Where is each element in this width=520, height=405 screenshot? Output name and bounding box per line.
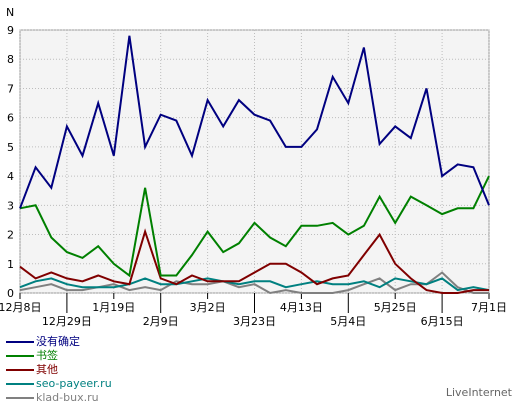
y-tick-label: 9 [7,24,14,37]
x-tick-label: 4月13日 [280,301,323,314]
legend-swatch [6,355,34,357]
x-tick-label: 3月2日 [190,301,226,314]
series-line [19,35,490,209]
x-tick-label: 6月15日 [421,315,464,328]
y-tick-label: 3 [7,199,14,212]
series-line [19,175,490,278]
legend-label: 书签 [36,349,58,362]
legend-swatch [6,369,34,371]
x-tick-label: 5月4日 [330,315,366,328]
legend-label: 没有确定 [36,335,80,348]
y-tick-label: 0 [7,287,14,300]
legend-label: klad-bux.ru [36,391,99,404]
brand-label: LiveInternet [445,386,512,399]
y-tick-label: 6 [7,112,14,125]
x-tick-label: 1月19日 [92,301,135,314]
legend-item-0: 没有确定 [6,335,112,349]
series-line [19,228,489,294]
legend-item-3: seo-payeer.ru [6,377,112,391]
legend-swatch [6,397,34,399]
legend-swatch [6,383,34,385]
series-line [19,277,490,292]
legend-swatch [6,341,34,343]
plot-area: 0 1 2 3 4 5 6 7 8 9 12月8日 1月19日 3月2日 4月13日 5月25日 7月1日 12… [0,24,507,328]
y-tick-label: 5 [7,141,14,154]
y-tick-label: 8 [7,53,14,66]
legend: 没有确定 书签 其他 seo-payeer.ru klad-bux.ru [6,335,112,405]
y-tick-label: 1 [7,258,14,271]
legend-label: 其他 [36,363,58,376]
legend-item-1: 书签 [6,349,112,363]
x-tick-label: 2月9日 [143,315,179,328]
legend-item-4: klad-bux.ru [6,391,112,405]
legend-item-2: 其他 [6,363,112,377]
y-tick-label: 4 [7,170,14,183]
line-chart: N 0 1 2 3 4 5 6 7 8 9 12月8日 1月19日 3月2日 4月13日 5月25日 7月1日… [0,6,507,328]
y-tick-label: 7 [7,82,14,95]
x-tick-label: 12月8日 [0,301,42,314]
x-tick-label: 12月29日 [42,315,92,328]
y-axis-label: N [6,6,14,19]
x-tick-label: 7月1日 [471,301,507,314]
y-tick-label: 2 [7,229,14,242]
x-tick-label: 3月23日 [233,315,276,328]
x-tick-label: 5月25日 [374,301,417,314]
legend-label: seo-payeer.ru [36,377,112,390]
